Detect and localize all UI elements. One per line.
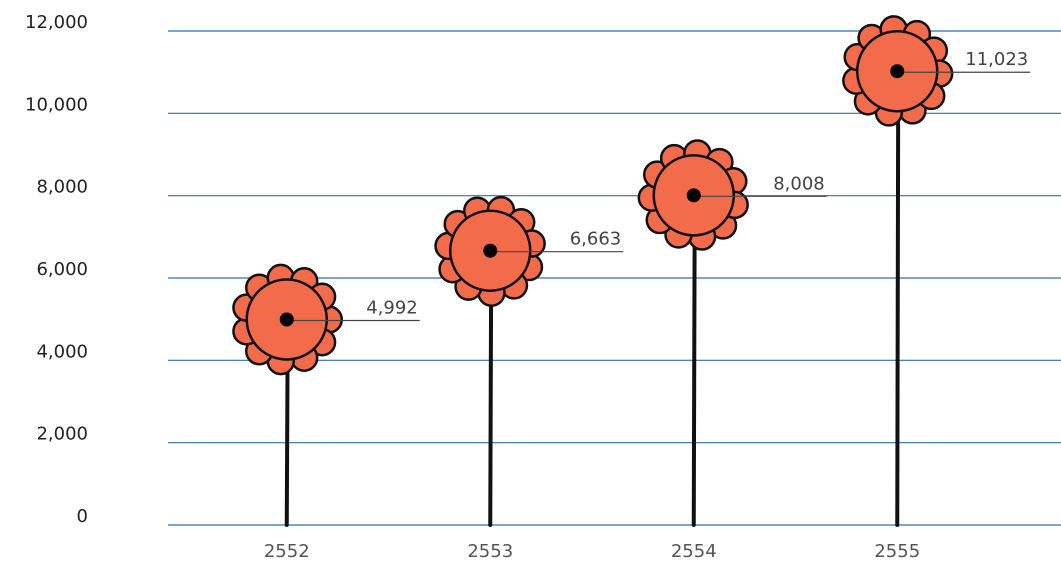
stem <box>897 71 898 525</box>
chart: 0 2,000 4,000 6,000 8,000 10,000 12,000 2552 4,9… <box>0 0 1061 567</box>
y-tick-label: 0 <box>77 506 88 527</box>
y-tick-label: 10,000 <box>25 94 88 115</box>
y-tick-label: 2,000 <box>36 424 88 445</box>
x-tick-label: 2553 <box>467 541 513 562</box>
value-label: 11,023 <box>965 49 1028 70</box>
x-tick-label: 2552 <box>264 541 310 562</box>
value-label: 6,663 <box>570 229 622 250</box>
value-label: 4,992 <box>366 297 418 318</box>
x-tick-label: 2555 <box>874 541 920 562</box>
y-tick-label: 12,000 <box>25 12 88 33</box>
y-tick-label: 8,000 <box>36 177 88 198</box>
dot <box>687 188 701 202</box>
dot <box>483 244 497 258</box>
dot <box>280 312 294 326</box>
x-tick-label: 2554 <box>671 541 717 562</box>
dot <box>890 64 904 78</box>
value-label: 8,008 <box>773 173 825 194</box>
y-tick-label: 4,000 <box>36 341 88 362</box>
y-tick-label: 6,000 <box>36 259 88 280</box>
